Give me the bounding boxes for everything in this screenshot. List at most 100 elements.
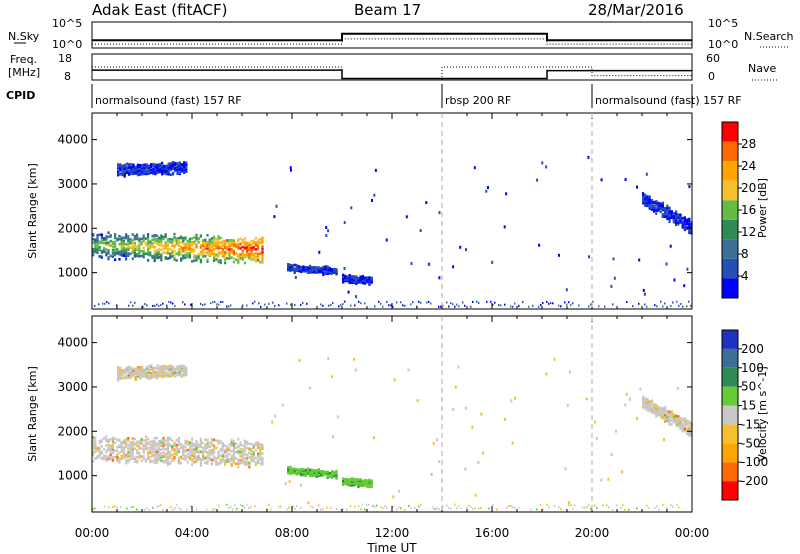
data-cell	[117, 170, 120, 173]
data-cell	[204, 251, 207, 255]
data-cell	[149, 459, 152, 462]
data-cell	[153, 442, 156, 445]
data-cell	[654, 507, 656, 510]
data-cell	[141, 172, 144, 176]
data-cell	[333, 474, 336, 478]
data-cell	[118, 459, 121, 462]
data-cell	[123, 375, 126, 378]
data-cell	[327, 357, 330, 360]
data-cell	[644, 399, 647, 403]
data-cell	[232, 461, 235, 464]
data-cell	[129, 456, 132, 460]
data-cell	[258, 302, 260, 305]
power-colorbar-tick-label-6: 4	[741, 269, 749, 283]
data-cell	[454, 305, 456, 308]
data-cell	[464, 406, 467, 410]
data-cell	[350, 304, 352, 307]
data-cell	[230, 459, 233, 462]
data-cell	[147, 240, 150, 244]
data-cell	[248, 442, 251, 445]
data-cell	[119, 164, 122, 168]
data-cell	[142, 305, 144, 308]
data-cell	[105, 241, 108, 245]
data-cell	[538, 243, 541, 247]
data-cell	[661, 203, 664, 207]
data-cell	[116, 453, 119, 456]
data-cell	[173, 258, 176, 261]
data-cell	[604, 305, 606, 308]
velocity-colorbar-swatch-3	[722, 424, 738, 444]
data-cell	[177, 244, 180, 247]
data-cell	[294, 507, 296, 510]
data-cell	[271, 420, 274, 424]
data-cell	[100, 235, 103, 238]
data-cell	[243, 254, 246, 257]
data-cell	[230, 248, 233, 251]
data-cell	[243, 460, 246, 463]
data-cell	[482, 451, 484, 455]
data-cell	[215, 439, 218, 442]
data-cell	[180, 259, 183, 262]
data-cell	[171, 244, 174, 247]
data-cell	[342, 275, 345, 278]
data-cell	[226, 445, 229, 449]
data-cell	[241, 245, 244, 249]
data-cell	[681, 418, 684, 421]
data-cell	[158, 505, 160, 508]
data-cell	[378, 300, 380, 303]
data-cell	[248, 506, 250, 509]
data-cell	[309, 271, 312, 274]
data-cell	[165, 167, 168, 170]
x-tick-label-1: 04:00	[175, 526, 210, 540]
data-cell	[139, 168, 142, 172]
data-cell	[392, 495, 395, 499]
data-cell	[355, 295, 358, 299]
data-cell	[542, 508, 544, 511]
data-cell	[646, 400, 649, 404]
data-cell	[235, 446, 238, 449]
data-cell	[679, 420, 682, 424]
data-cell	[182, 239, 185, 242]
data-cell	[96, 251, 99, 255]
data-cell	[195, 455, 198, 459]
data-cell	[259, 443, 262, 446]
data-cell	[109, 234, 112, 237]
data-cell	[154, 370, 157, 374]
data-cell	[246, 456, 249, 460]
data-cell	[121, 369, 124, 372]
data-cell	[103, 447, 106, 451]
data-cell	[107, 457, 110, 461]
data-cell	[408, 504, 410, 507]
data-cell	[642, 201, 645, 205]
data-cell	[358, 505, 360, 508]
data-cell	[280, 505, 282, 508]
data-cell	[177, 252, 180, 256]
data-cell	[123, 368, 126, 372]
data-cell	[624, 403, 627, 407]
data-cell	[214, 300, 216, 303]
data-cell	[686, 221, 689, 224]
data-cell	[678, 506, 680, 509]
data-cell	[268, 303, 270, 305]
data-cell	[250, 505, 252, 508]
data-cell	[302, 468, 305, 471]
data-cell	[650, 403, 653, 407]
data-cell	[202, 446, 205, 450]
data-cell	[642, 403, 645, 406]
data-cell	[151, 447, 154, 450]
data-cell	[129, 238, 132, 241]
data-cell	[118, 238, 121, 241]
data-cell	[164, 246, 167, 249]
data-cell	[167, 162, 170, 166]
data-cell	[163, 375, 166, 378]
data-cell	[117, 378, 120, 382]
data-cell	[355, 478, 358, 482]
data-cell	[626, 301, 628, 303]
data-cell	[438, 508, 440, 511]
data-cell	[202, 248, 205, 252]
data-cell	[259, 462, 262, 465]
data-cell	[168, 301, 170, 303]
data-cell	[161, 367, 164, 371]
data-cell	[105, 459, 108, 462]
